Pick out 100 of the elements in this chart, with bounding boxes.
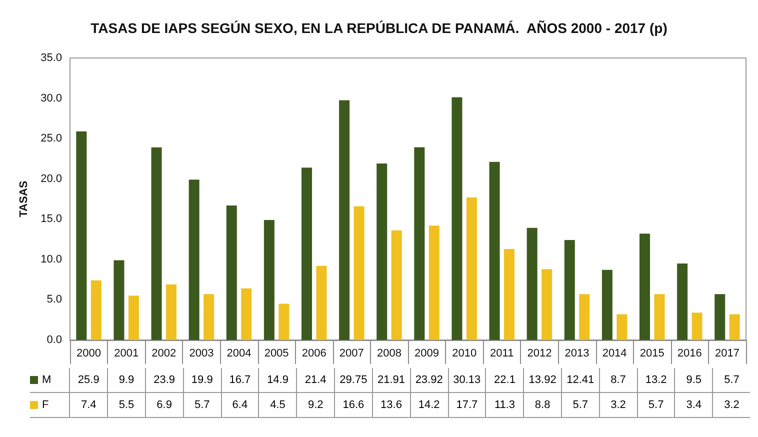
bar xyxy=(339,100,350,340)
y-tick-label: 20.0 xyxy=(40,172,62,185)
bar xyxy=(90,280,102,340)
data-label: 3.2 xyxy=(598,393,637,417)
data-label: 30.13 xyxy=(448,368,486,392)
x-tick-label: 2000 xyxy=(76,348,102,360)
bar xyxy=(564,240,575,340)
bar xyxy=(526,228,538,340)
bar xyxy=(264,220,274,340)
data-label: 5.7 xyxy=(636,393,674,417)
bar xyxy=(128,296,139,340)
x-tick-label: 2016 xyxy=(677,348,702,360)
bar xyxy=(542,269,552,340)
chart-title: TASAS DE IAPS SEGÚN SEXO, EN LA REPÚBLICA DE PANAMÁ. AÑOS 2000 - 2017 (p) xyxy=(90,20,668,36)
x-tick-label: 2007 xyxy=(339,348,364,360)
data-label: 14.2 xyxy=(410,393,448,417)
bar xyxy=(452,97,462,340)
bar xyxy=(226,205,237,340)
bar xyxy=(489,162,500,340)
data-label: 16.6 xyxy=(334,393,372,417)
y-tick-label: 0.0 xyxy=(46,334,62,346)
bar xyxy=(391,230,402,340)
bar xyxy=(677,263,688,340)
bar xyxy=(316,266,327,340)
legend-label: F xyxy=(42,399,49,411)
bar xyxy=(654,294,665,340)
bar xyxy=(166,284,177,340)
bar xyxy=(639,234,650,340)
y-tick-label: 5.0 xyxy=(46,294,62,306)
y-tick-label: 15.0 xyxy=(40,213,62,226)
x-tick-label: 2006 xyxy=(302,348,326,360)
x-tick-label: 2003 xyxy=(189,348,214,360)
bar xyxy=(188,180,200,340)
data-label: 23.9 xyxy=(144,368,183,392)
data-label: 5.7 xyxy=(560,393,599,417)
data-label: 9.5 xyxy=(674,368,712,392)
data-label: 12.41 xyxy=(560,368,599,392)
data-label: 17.7 xyxy=(448,393,486,417)
data-label: 16.7 xyxy=(220,368,258,392)
data-label: 4.5 xyxy=(258,393,296,417)
bar xyxy=(602,270,612,340)
data-label: 5.7 xyxy=(712,368,750,392)
x-tick-label: 2012 xyxy=(527,348,552,360)
bar xyxy=(376,163,388,340)
data-label: 22.1 xyxy=(485,368,524,392)
data-label: 9.9 xyxy=(107,368,145,392)
bar xyxy=(301,168,312,340)
bar xyxy=(114,260,124,340)
x-tick-label: 2001 xyxy=(114,348,139,360)
data-label: 21.91 xyxy=(372,368,410,392)
bar xyxy=(278,304,290,340)
x-tick-label: 2005 xyxy=(264,348,289,360)
bar xyxy=(241,288,252,340)
bar xyxy=(414,147,425,340)
data-label: 13.2 xyxy=(636,368,674,392)
bar xyxy=(729,314,740,340)
data-label: 7.4 xyxy=(69,393,108,417)
x-tick-label: 2013 xyxy=(564,348,590,360)
x-tick-label: 2008 xyxy=(376,348,402,360)
data-label: 29.75 xyxy=(334,368,372,392)
data-label: 11.3 xyxy=(485,393,524,417)
x-tick-label: 2014 xyxy=(602,348,627,360)
data-label: 23.92 xyxy=(410,368,448,392)
x-tick-label: 2011 xyxy=(490,348,514,360)
bar xyxy=(504,248,515,340)
bar xyxy=(428,226,440,340)
data-label: 25.9 xyxy=(69,368,108,392)
bar xyxy=(354,206,364,340)
data-label: 19.9 xyxy=(182,368,221,392)
y-tick-label: 25.0 xyxy=(40,132,62,145)
x-tick-label: 2017 xyxy=(714,348,740,360)
bar xyxy=(692,312,702,340)
bar xyxy=(714,294,726,340)
data-label: 13.6 xyxy=(372,393,410,417)
bar xyxy=(204,294,214,340)
x-tick-label: 2015 xyxy=(640,348,664,360)
y-axis-title: TASAS xyxy=(18,180,30,218)
data-label: 8.7 xyxy=(598,368,637,392)
data-label: 3.4 xyxy=(674,393,712,417)
bar xyxy=(616,314,628,340)
x-tick-label: 2010 xyxy=(452,348,477,360)
bar xyxy=(76,131,87,340)
y-tick-label: 35.0 xyxy=(40,52,62,64)
data-label: 5.7 xyxy=(182,393,221,417)
bar xyxy=(151,147,162,340)
data-label: 13.92 xyxy=(523,368,561,392)
data-label: 6.4 xyxy=(220,393,258,417)
data-label: 6.9 xyxy=(144,393,183,417)
bar xyxy=(466,197,477,340)
y-tick-label: 30.0 xyxy=(40,92,62,104)
data-label: 8.8 xyxy=(523,393,561,417)
x-tick-label: 2004 xyxy=(226,348,252,360)
x-tick-label: 2002 xyxy=(152,348,176,360)
legend-label: M xyxy=(42,374,52,386)
data-label: 14.9 xyxy=(258,368,296,392)
bar xyxy=(579,294,590,340)
x-tick-label: 2009 xyxy=(414,348,440,360)
data-label: 9.2 xyxy=(296,393,334,417)
data-label: 3.2 xyxy=(712,393,750,417)
data-label: 5.5 xyxy=(107,393,145,417)
